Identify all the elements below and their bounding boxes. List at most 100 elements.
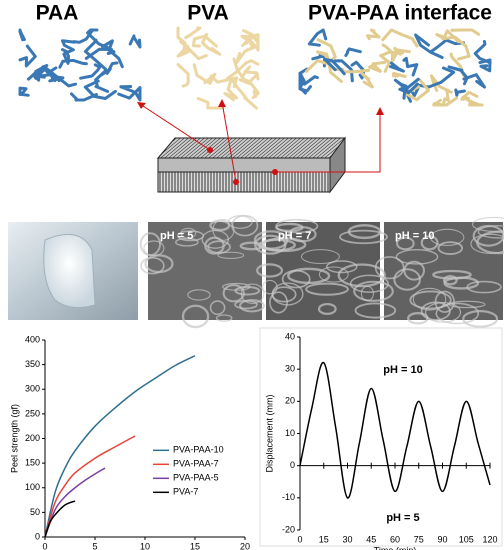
series-line bbox=[44, 467, 106, 538]
sem-texture bbox=[239, 299, 265, 313]
sem-texture bbox=[462, 310, 499, 328]
x-tick-label: 90 bbox=[437, 534, 447, 544]
sem-texture bbox=[424, 302, 462, 323]
polymer-chain bbox=[366, 28, 381, 41]
x-tick-label: 75 bbox=[414, 534, 424, 544]
sem-texture bbox=[300, 249, 340, 264]
y-axis-title: Displacement (mm) bbox=[264, 394, 274, 472]
polymer-chain bbox=[393, 77, 420, 91]
polymer-chain bbox=[72, 28, 95, 44]
sem-texture bbox=[374, 256, 405, 280]
sem-texture bbox=[318, 266, 349, 283]
polymer-chain bbox=[381, 28, 419, 48]
sem-texture bbox=[472, 224, 504, 247]
sem-texture bbox=[403, 260, 425, 281]
sem-texture bbox=[305, 282, 349, 296]
sem-texture bbox=[476, 230, 504, 255]
polymer-chain bbox=[209, 74, 239, 89]
sem-texture bbox=[253, 230, 289, 250]
sem-texture bbox=[254, 234, 287, 255]
sem-texture bbox=[139, 232, 161, 256]
polymer-networks bbox=[18, 26, 492, 110]
polymer-chain bbox=[201, 32, 222, 56]
polymer-chain bbox=[18, 86, 30, 97]
polymer-chain bbox=[414, 33, 444, 59]
y-tick-label: 400 bbox=[25, 334, 40, 344]
sem-texture bbox=[395, 249, 439, 265]
polymer-chain bbox=[398, 82, 419, 100]
sem-texture bbox=[409, 290, 452, 310]
polymer-chain bbox=[58, 58, 88, 69]
polymer-chain bbox=[316, 38, 337, 64]
polymer-chain bbox=[298, 71, 319, 86]
sem-texture bbox=[217, 251, 245, 259]
y-tick-label: 0 bbox=[290, 460, 295, 470]
sem-texture bbox=[181, 304, 210, 329]
sem-texture bbox=[443, 276, 480, 290]
sem-texture bbox=[443, 275, 458, 286]
polymer-chain bbox=[429, 38, 465, 53]
sem-texture bbox=[337, 263, 386, 288]
x-tick-label: 10 bbox=[140, 541, 150, 550]
polymer-chain bbox=[104, 46, 124, 69]
sem-texture bbox=[209, 219, 231, 232]
sem-texture bbox=[262, 279, 278, 295]
polymer-chain bbox=[18, 44, 37, 68]
polymer-chain bbox=[128, 34, 142, 49]
polymer-chain bbox=[473, 40, 492, 65]
x-tick-label: 45 bbox=[366, 534, 376, 544]
sem-texture bbox=[222, 284, 245, 303]
sem-texture bbox=[256, 263, 284, 278]
polymer-chain bbox=[117, 86, 142, 101]
x-tick-label: 60 bbox=[390, 534, 400, 544]
sem-texture bbox=[412, 287, 447, 311]
polymer-chain bbox=[176, 26, 187, 53]
sem-texture bbox=[215, 314, 233, 322]
series-line bbox=[44, 500, 76, 538]
ph-label: pH = 7 bbox=[278, 230, 311, 242]
polymer-chain bbox=[27, 68, 47, 82]
header-label: PAA bbox=[36, 2, 79, 25]
polymer-chain bbox=[119, 85, 142, 102]
polymer-chain bbox=[226, 59, 260, 80]
series-line bbox=[44, 435, 136, 538]
polymer-chain bbox=[192, 63, 217, 85]
x-tick-label: 0 bbox=[42, 541, 47, 550]
sem-texture bbox=[339, 229, 388, 245]
sem-texture bbox=[434, 290, 455, 313]
annotation: pH = 10 bbox=[383, 364, 422, 376]
legend-label: PVA-PAA-7 bbox=[173, 459, 219, 469]
x-tick-label: 15 bbox=[319, 534, 329, 544]
legend-label: PVA-PAA-10 bbox=[173, 445, 224, 455]
x-tick-label: 105 bbox=[459, 534, 474, 544]
polymer-chain bbox=[368, 60, 387, 73]
layer-block bbox=[137, 99, 384, 194]
sem-texture bbox=[269, 291, 288, 314]
y-axis-title: Peel strength (gf) bbox=[9, 404, 19, 473]
polymer-chain bbox=[196, 97, 225, 110]
x-tick-label: 0 bbox=[297, 534, 302, 544]
legend-label: PVA-PAA-5 bbox=[173, 473, 219, 483]
polymer-chain bbox=[316, 50, 332, 64]
y-tick-label: 30 bbox=[285, 364, 295, 374]
x-tick-label: 15 bbox=[190, 541, 200, 550]
y-tick-label: 150 bbox=[25, 458, 40, 468]
polymer-chain bbox=[36, 73, 57, 83]
x-tick-label: 120 bbox=[482, 534, 497, 544]
sem-texture bbox=[353, 280, 394, 302]
ph-label: pH = 5 bbox=[160, 230, 193, 242]
polymer-chain bbox=[447, 65, 469, 86]
series-line bbox=[299, 361, 491, 499]
y-tick-label: 10 bbox=[285, 428, 295, 438]
sem-texture bbox=[429, 228, 465, 247]
y-tick-label: 40 bbox=[285, 331, 295, 341]
polymer-chain bbox=[232, 57, 259, 84]
sem-texture bbox=[187, 289, 211, 301]
polymer-chain bbox=[34, 64, 58, 75]
sem-texture bbox=[209, 300, 226, 316]
sem-texture bbox=[407, 312, 429, 325]
sem-texture bbox=[396, 236, 415, 251]
series-line bbox=[44, 355, 196, 538]
polymer-chain bbox=[391, 71, 407, 78]
